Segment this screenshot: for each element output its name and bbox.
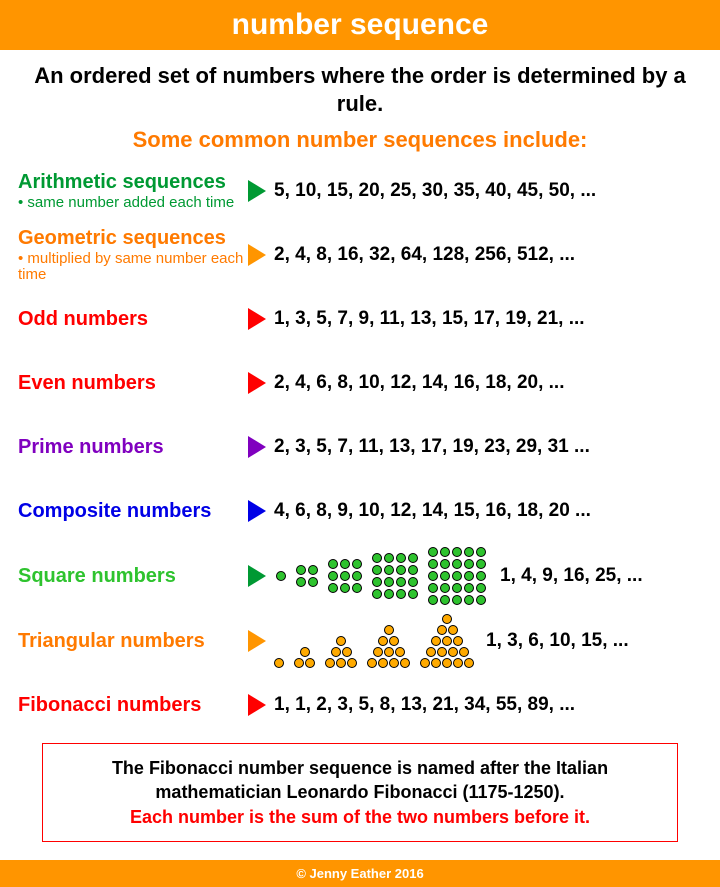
title-bar: number sequence: [0, 0, 720, 50]
sequence-values: 4, 6, 8, 9, 10, 12, 14, 15, 16, 18, 20 .…: [274, 500, 702, 522]
sequence-label: Triangular numbers: [18, 631, 248, 652]
triangle-dots-area: 1, 3, 6, 10, 15, ...: [274, 614, 702, 668]
sequence-values: 2, 4, 8, 16, 32, 64, 128, 256, 512, ...: [274, 244, 702, 266]
triangle-icon: [248, 630, 266, 652]
definition-text: An ordered set of numbers where the orde…: [18, 62, 702, 117]
sequence-values: 1, 3, 5, 7, 9, 11, 13, 15, 17, 19, 21, .…: [274, 308, 702, 330]
sequence-note: • same number added each time: [18, 195, 248, 211]
sequence-row: Square numbers 1, 4, 9, 16, 25, ...: [18, 545, 702, 607]
sequence-row: Prime numbers 2, 3, 5, 7, 11, 13, 17, 19…: [18, 417, 702, 477]
fibonacci-box-line1: The Fibonacci number sequence is named a…: [55, 756, 665, 805]
content-area: An ordered set of numbers where the orde…: [0, 50, 720, 860]
sequence-label: Square numbers: [18, 566, 248, 587]
sequence-row: Triangular numbers 1, 3, 6, 10, 15, ...: [18, 611, 702, 671]
footer-bar: © Jenny Eather 2016: [0, 860, 720, 887]
triangle-icon: [248, 436, 266, 458]
sequence-label: Prime numbers: [18, 437, 248, 458]
triangle-icon: [248, 372, 266, 394]
subtitle-text: Some common number sequences include:: [18, 127, 702, 153]
sequence-label: Odd numbers: [18, 309, 248, 330]
triangle-icon: [248, 500, 266, 522]
fibonacci-info-box: The Fibonacci number sequence is named a…: [42, 743, 678, 842]
triangle-icon: [248, 565, 266, 587]
sequence-row: Even numbers 2, 4, 6, 8, 10, 12, 14, 16,…: [18, 353, 702, 413]
sequence-row: Composite numbers 4, 6, 8, 9, 10, 12, 14…: [18, 481, 702, 541]
copyright-text: © Jenny Eather 2016: [296, 866, 423, 881]
sequence-values: 1, 4, 9, 16, 25, ...: [500, 565, 643, 587]
triangle-icon: [248, 694, 266, 716]
sequence-values: 1, 3, 6, 10, 15, ...: [486, 630, 629, 652]
sequence-note: • multiplied by same number each time: [18, 251, 248, 283]
fibonacci-box-line2: Each number is the sum of the two number…: [55, 805, 665, 829]
sequence-label: Arithmetic sequences • same number added…: [18, 172, 248, 211]
triangle-icon: [248, 308, 266, 330]
sequence-label: Even numbers: [18, 373, 248, 394]
sequence-label: Composite numbers: [18, 501, 248, 522]
sequence-row: Fibonacci numbers 1, 1, 2, 3, 5, 8, 13, …: [18, 675, 702, 735]
sequence-values: 1, 1, 2, 3, 5, 8, 13, 21, 34, 55, 89, ..…: [274, 694, 702, 716]
page-title: number sequence: [232, 8, 489, 41]
sequence-values: 5, 10, 15, 20, 25, 30, 35, 40, 45, 50, .…: [274, 180, 702, 202]
sequence-label: Fibonacci numbers: [18, 695, 248, 716]
square-dots-area: 1, 4, 9, 16, 25, ...: [274, 545, 702, 607]
sequence-label: Geometric sequences • multiplied by same…: [18, 228, 248, 283]
sequence-row: Odd numbers 1, 3, 5, 7, 9, 11, 13, 15, 1…: [18, 289, 702, 349]
sequence-values: 2, 4, 6, 8, 10, 12, 14, 16, 18, 20, ...: [274, 372, 702, 394]
triangle-icon: [248, 244, 266, 266]
sequence-row: Geometric sequences • multiplied by same…: [18, 225, 702, 285]
sequence-row: Arithmetic sequences • same number added…: [18, 161, 702, 221]
sequence-values: 2, 3, 5, 7, 11, 13, 17, 19, 23, 29, 31 .…: [274, 436, 702, 458]
triangle-icon: [248, 180, 266, 202]
